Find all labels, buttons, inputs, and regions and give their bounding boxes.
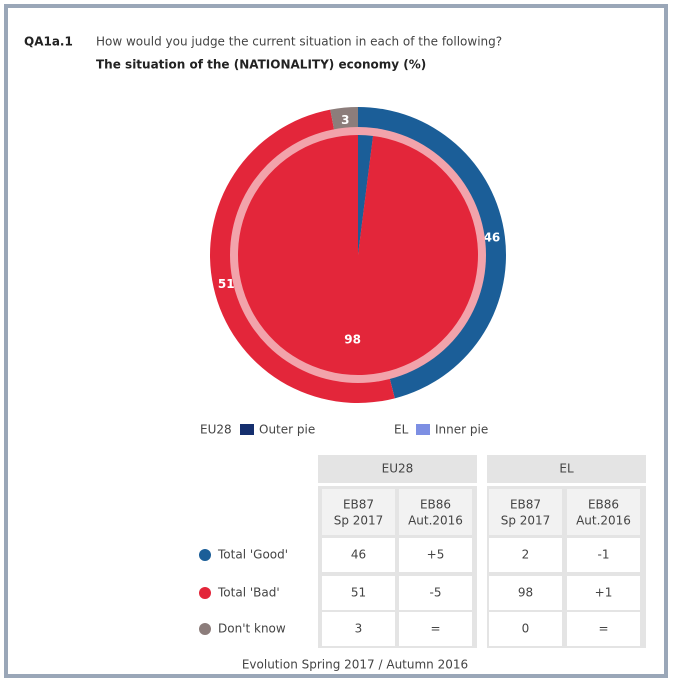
cell: +5: [427, 548, 445, 562]
row-dot: [199, 623, 211, 635]
legend-label: EU28: [200, 423, 232, 437]
cell-bg: [567, 538, 640, 572]
data-label: 51: [218, 277, 235, 291]
cell-bg: [567, 612, 640, 646]
cell-bg: [399, 538, 472, 572]
cell-bg: [489, 538, 562, 572]
column-header-bg: [399, 489, 472, 535]
cell: 2: [522, 548, 530, 562]
cell: 51: [351, 586, 366, 600]
cell-bg: [399, 612, 472, 646]
pie-slice: [358, 135, 374, 255]
column-header: EB86: [588, 498, 619, 512]
cell-bg: [399, 576, 472, 610]
cell-bg: [567, 576, 640, 610]
column-header: Sp 2017: [334, 514, 384, 528]
cell: +1: [595, 586, 613, 600]
cell-bg: [489, 612, 562, 646]
cell: =: [598, 622, 608, 636]
column-header: Aut.2016: [576, 514, 631, 528]
cell-bg: [322, 612, 395, 646]
cell: 0: [522, 622, 530, 636]
chart-title: The situation of the (NATIONALITY) econo…: [96, 58, 426, 72]
column-header: Aut.2016: [408, 514, 463, 528]
row-dot: [199, 549, 211, 561]
cell: 46: [351, 548, 366, 562]
column-header: EB87: [510, 498, 541, 512]
cell-bg: [322, 576, 395, 610]
legend-label: EL: [394, 423, 409, 437]
cell: -5: [430, 586, 442, 600]
row-label: Total 'Good': [217, 548, 288, 562]
group-header-bg: [487, 455, 646, 483]
group-header: EL: [559, 462, 574, 476]
group-header: EU28: [382, 462, 414, 476]
column-header: EB87: [343, 498, 374, 512]
column-header-bg: [567, 489, 640, 535]
cell: 3: [355, 622, 363, 636]
column-header-bg: [322, 489, 395, 535]
legend-text: Outer pie: [259, 423, 315, 437]
cell: 98: [518, 586, 533, 600]
chart-id: QA1a.1: [24, 35, 73, 49]
question: How would you judge the current situatio…: [96, 35, 502, 49]
cell: -1: [598, 548, 610, 562]
legend-swatch: [416, 424, 430, 435]
data-label: 46: [484, 231, 501, 245]
data-label: 98: [344, 332, 361, 346]
pie-slice: [237, 135, 478, 375]
data-label: 3: [341, 113, 349, 127]
group-header-bg: [318, 455, 477, 483]
legend-text: Inner pie: [435, 423, 488, 437]
column-header: EB86: [420, 498, 451, 512]
legend-swatch: [240, 424, 254, 435]
cell-bg: [489, 576, 562, 610]
cell-bg: [322, 538, 395, 572]
row-label: Don't know: [218, 622, 286, 636]
row-label: Total 'Bad': [217, 586, 280, 600]
cell: =: [430, 622, 440, 636]
footer: Evolution Spring 2017 / Autumn 2016: [242, 658, 468, 672]
row-dot: [199, 587, 211, 599]
column-header: Sp 2017: [501, 514, 551, 528]
column-header-bg: [489, 489, 562, 535]
